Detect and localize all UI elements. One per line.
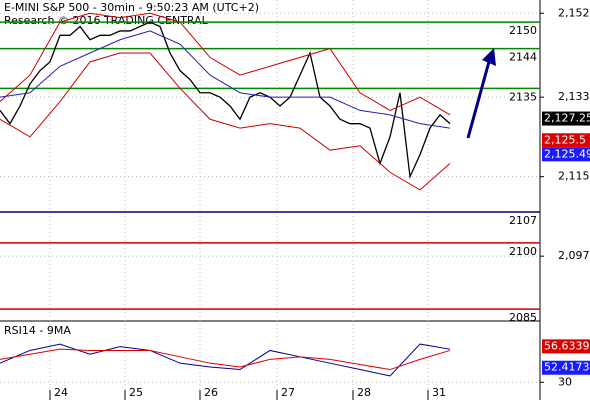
series-line (0, 21, 451, 180)
chart-subtitle: Research © 2016 TRADING CENTRAL (4, 14, 209, 27)
price-marker (542, 133, 590, 148)
series-line (0, 12, 451, 116)
forecast-arrowhead (482, 48, 496, 66)
forecast-arrow (466, 57, 492, 139)
series-line (0, 30, 451, 129)
level-label: 2100 (509, 245, 537, 258)
price-marker-label: 2,125.5 (544, 133, 586, 146)
price-marker (542, 339, 590, 354)
price-marker-label: 52.4173 (544, 361, 590, 374)
price-marker (542, 111, 590, 126)
level-label: 2150 (509, 24, 537, 37)
level-label: 2144 (509, 51, 537, 64)
x-tick-label: 25 (129, 386, 143, 399)
x-tick-label: 28 (357, 386, 371, 399)
y-tick-label: 2,152 (558, 6, 590, 19)
series-line (0, 348, 451, 371)
price-marker-label: 56.6339 (544, 339, 590, 352)
x-tick-label: 24 (54, 386, 68, 399)
level-label: 2107 (509, 214, 537, 227)
price-marker (542, 360, 590, 375)
series-line (0, 343, 451, 377)
level-label: 2085 (509, 311, 537, 324)
series-line (0, 52, 451, 191)
price-marker (542, 147, 590, 162)
x-tick-label: 27 (281, 386, 295, 399)
price-marker-label: 2,127.25 (544, 112, 590, 125)
chart-title: E-MINI S&P 500 - 30min - 9:50:23 AM (UTC… (4, 1, 259, 14)
level-label: 2135 (509, 90, 537, 103)
y-tick-label: 2,133 (558, 90, 590, 103)
x-tick-label: 31 (432, 386, 446, 399)
price-marker-label: 2,125.49 (544, 147, 590, 160)
y-tick-label: 2,115 (558, 170, 590, 183)
rsi-title: RSI14 - 9MA (4, 324, 71, 337)
x-tick-label: 26 (204, 386, 218, 399)
y-tick-label: 2,097 (558, 249, 590, 262)
plot-area (0, 0, 540, 400)
y-tick-label: 30 (558, 375, 572, 388)
